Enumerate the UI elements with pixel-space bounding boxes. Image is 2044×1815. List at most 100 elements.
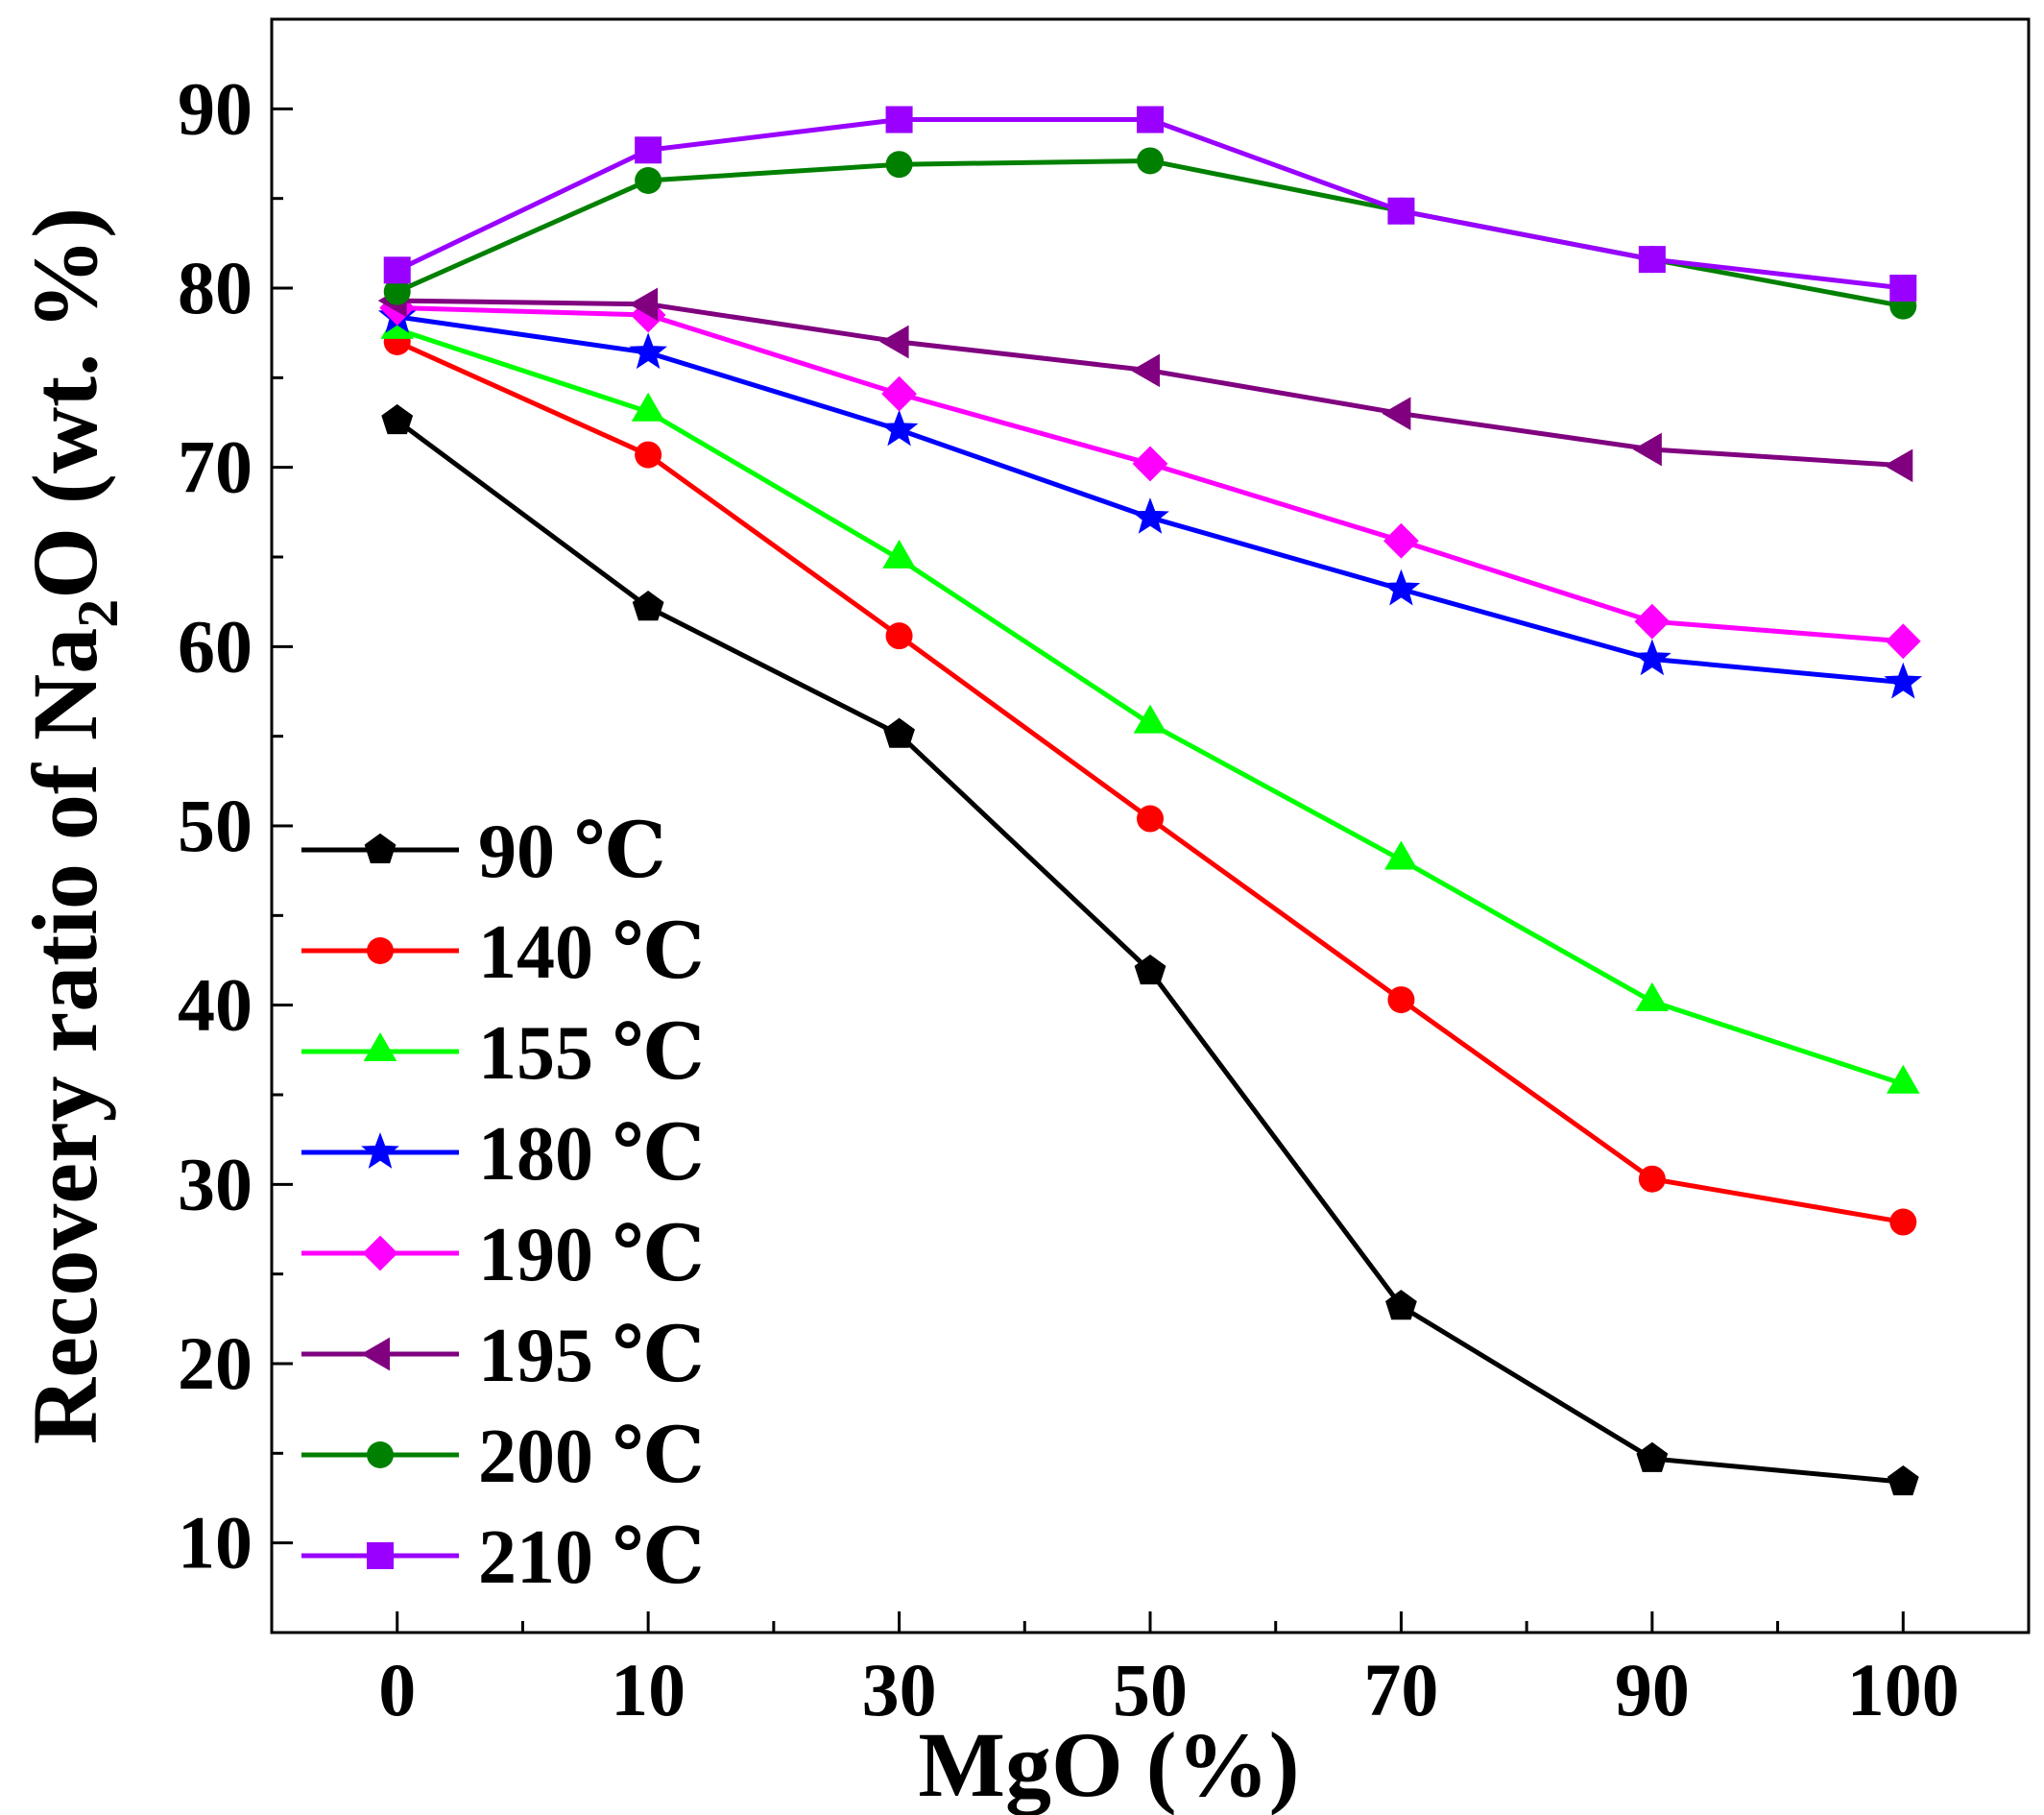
y-axis-title-subscript: 2 — [66, 599, 130, 628]
data-point-marker — [879, 325, 909, 359]
y-tick-label: 90 — [178, 66, 252, 150]
legend-label: 180 ℃ — [478, 1112, 705, 1197]
data-point-marker — [635, 441, 662, 469]
data-point-marker — [1889, 275, 1917, 302]
data-point-marker — [629, 332, 667, 370]
data-point-marker — [1385, 1290, 1417, 1320]
data-point-marker — [629, 287, 659, 322]
data-point-marker — [632, 591, 664, 621]
data-point-marker — [1886, 1064, 1920, 1094]
y-tick-label: 10 — [178, 1501, 252, 1585]
y-tick-label: 30 — [178, 1142, 252, 1225]
data-point-marker — [1384, 840, 1418, 870]
legend-item: 200 ℃ — [301, 1415, 705, 1499]
legend-marker — [367, 1441, 394, 1468]
data-point-marker — [1131, 353, 1160, 388]
data-point-marker — [1383, 522, 1419, 559]
series-210c — [383, 106, 1917, 302]
data-point-marker — [1137, 147, 1164, 175]
legend-marker — [367, 1542, 394, 1569]
series-200c — [383, 147, 1917, 320]
data-point-marker — [1387, 197, 1415, 225]
data-point-marker — [1636, 1441, 1669, 1472]
y-axis-title-tail: O (wt. %) — [13, 207, 116, 599]
data-point-marker — [1132, 446, 1168, 482]
data-point-marker — [1885, 623, 1921, 660]
data-point-marker — [883, 717, 915, 748]
y-tick-label: 80 — [178, 246, 252, 329]
legend-label: 200 ℃ — [478, 1415, 705, 1499]
data-point-marker — [1137, 106, 1164, 133]
data-point-marker — [1638, 1165, 1666, 1193]
data-point-marker — [1632, 432, 1662, 467]
x-tick-label: 10 — [611, 1648, 685, 1731]
data-point-marker — [885, 151, 913, 179]
series-group — [377, 106, 1923, 1496]
series-line — [397, 298, 1904, 469]
data-point-marker — [635, 136, 662, 164]
x-tick-label: 70 — [1363, 1648, 1438, 1731]
legend-item: 190 ℃ — [301, 1213, 705, 1297]
legend-marker — [361, 1132, 399, 1169]
data-point-marker — [885, 622, 913, 650]
data-point-marker — [1635, 981, 1670, 1011]
data-point-marker — [383, 256, 411, 284]
y-axis-title-main: Recovery ratio of Na — [13, 628, 116, 1444]
legend-item: 195 ℃ — [301, 1314, 705, 1398]
series-140c — [383, 328, 1917, 1236]
legend-label: 210 ℃ — [478, 1515, 705, 1600]
legend-marker — [362, 1235, 398, 1271]
data-point-marker — [631, 392, 665, 422]
legend-item: 180 ℃ — [301, 1112, 705, 1197]
data-point-marker — [879, 409, 919, 447]
data-point-marker — [1884, 662, 1923, 699]
y-tick-label: 20 — [178, 1321, 252, 1405]
x-tick-label: 90 — [1615, 1648, 1690, 1731]
y-axis-title: Recovery ratio of Na2O (wt. %) — [13, 207, 130, 1444]
data-point-marker — [882, 539, 916, 569]
data-point-marker — [381, 403, 414, 435]
legend: 90 ℃ 140 ℃ 155 ℃ 180 ℃ 190 ℃ 195 ℃ 200 ℃ 210 ℃ — [301, 810, 705, 1600]
legend-item: 155 ℃ — [301, 1011, 705, 1096]
x-axis-title: MgO (%) — [918, 1713, 1299, 1815]
axis-ticks: 10 20 30 40 50 60 70 80 90 0 10 30 50 70 90 100 — [178, 66, 1960, 1731]
legend-label: 190 ℃ — [478, 1213, 705, 1297]
data-point-marker — [1382, 397, 1411, 430]
data-point-marker — [1889, 1208, 1917, 1236]
y-tick-label: 60 — [178, 604, 252, 688]
legend-label: 140 ℃ — [478, 910, 705, 995]
data-point-marker — [1887, 1464, 1919, 1496]
data-point-marker — [1134, 954, 1166, 985]
data-point-marker — [1137, 805, 1164, 833]
data-point-marker — [885, 106, 913, 133]
y-tick-label: 70 — [178, 425, 252, 509]
data-point-marker — [1133, 704, 1167, 734]
data-point-marker — [1387, 986, 1415, 1014]
data-point-marker — [1884, 448, 1913, 483]
legend-item: 210 ℃ — [301, 1515, 705, 1600]
data-point-marker — [1382, 569, 1421, 606]
series-180c — [377, 297, 1923, 699]
data-point-marker — [1634, 603, 1671, 640]
x-tick-label: 30 — [862, 1648, 937, 1731]
data-point-marker — [1638, 246, 1666, 274]
legend-marker — [367, 937, 394, 964]
legend-label: 155 ℃ — [478, 1011, 705, 1096]
x-tick-label: 100 — [1847, 1648, 1960, 1731]
data-point-marker — [1131, 497, 1169, 534]
data-point-marker — [635, 167, 662, 194]
series-line — [396, 117, 1904, 291]
y-tick-label: 50 — [178, 784, 252, 867]
series-90c — [381, 403, 1919, 1496]
legend-label: 195 ℃ — [478, 1314, 705, 1398]
y-tick-label: 40 — [178, 963, 252, 1047]
data-point-marker — [1633, 639, 1671, 676]
data-point-marker — [383, 278, 411, 305]
series-line — [396, 157, 1904, 309]
legend-item: 90 ℃ — [301, 810, 666, 894]
legend-label: 90 ℃ — [478, 810, 666, 894]
legend-marker — [363, 1032, 397, 1061]
x-tick-label: 0 — [378, 1648, 416, 1731]
legend-marker — [364, 833, 397, 863]
